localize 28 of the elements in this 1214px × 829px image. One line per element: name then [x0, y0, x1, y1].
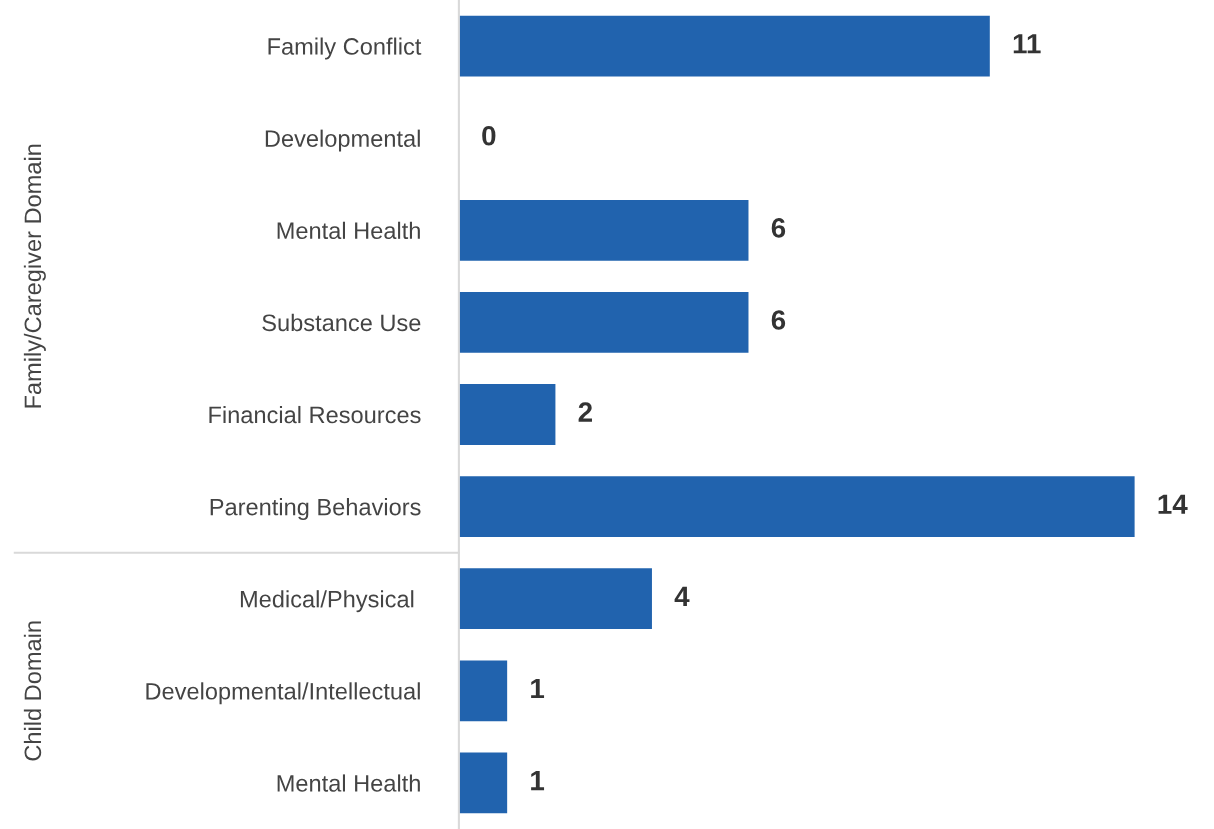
bar [458, 568, 652, 630]
data-label: 2 [578, 402, 592, 422]
bar [458, 15, 990, 77]
data-label: 6 [771, 218, 786, 238]
y-tick-label: Medical/Physical [240, 590, 414, 613]
y-tick-label: Substance Use [262, 313, 421, 332]
y-tick-label: Parenting Behaviors [210, 498, 421, 521]
data-label: 6 [771, 310, 786, 330]
text: Child Domain [23, 621, 42, 761]
y-tick-label: Family Conflict [268, 37, 422, 60]
y-tick-label: Financial Resources [209, 405, 421, 424]
data-label: 14 [1158, 494, 1188, 514]
data-label: 1 [531, 678, 545, 699]
bar [458, 660, 508, 722]
bar [458, 752, 508, 814]
y-tick-label: Developmental/Intellectual [146, 682, 420, 705]
y-tick-label: Developmental [265, 129, 420, 152]
bar [458, 199, 749, 261]
y-tick-label: Mental Health [277, 774, 420, 792]
bar [458, 476, 1135, 538]
data-label: 4 [674, 586, 690, 606]
data-label: 1 [531, 771, 545, 791]
text: Family/Caregiver Domain [23, 144, 46, 408]
data-label: 0 [482, 125, 496, 146]
bar [458, 384, 556, 445]
y-tick-label: Mental Health [277, 221, 420, 240]
data-label: 11 [1013, 34, 1041, 54]
bar [458, 291, 749, 353]
